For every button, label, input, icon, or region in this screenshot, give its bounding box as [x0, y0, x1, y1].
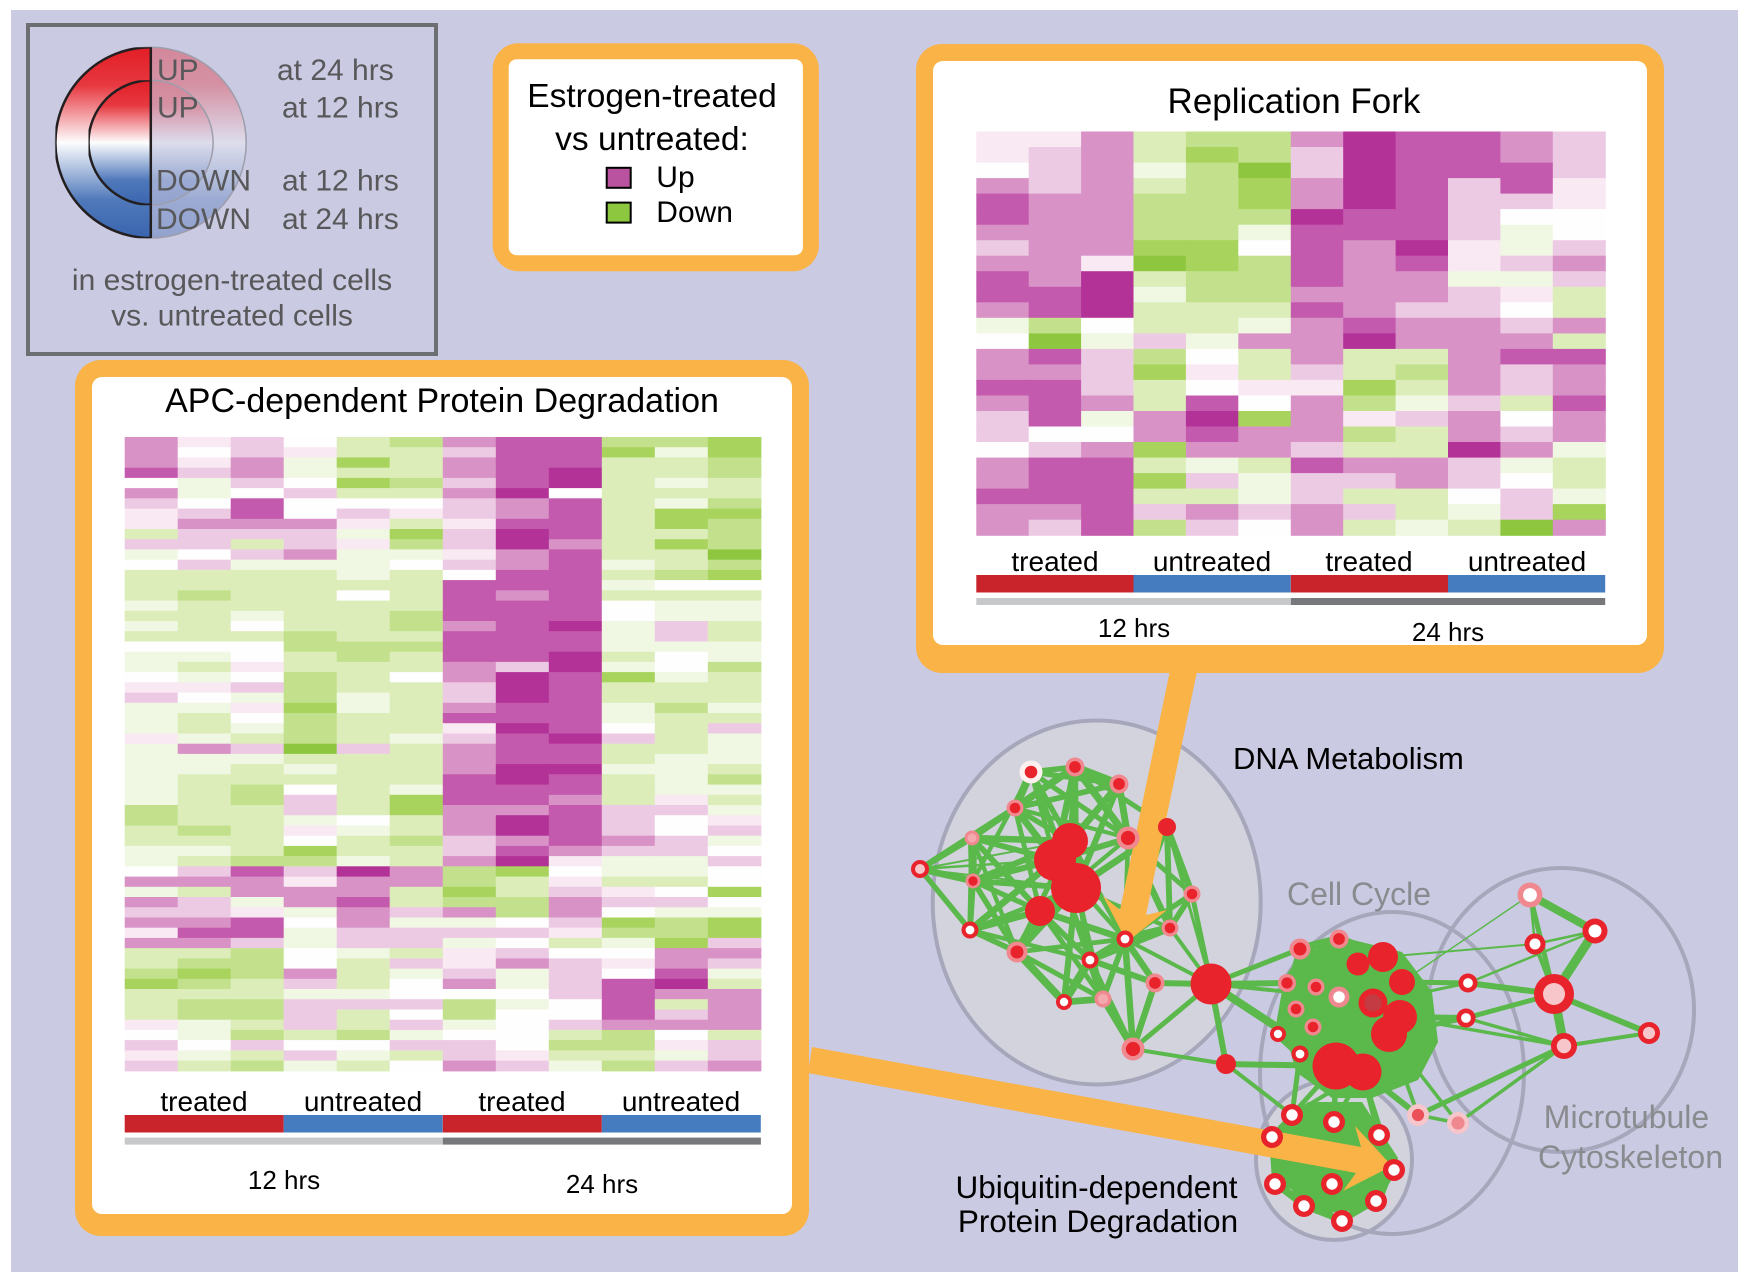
svg-text:at 24 hrs: at 24 hrs — [282, 203, 399, 236]
svg-text:12 hrs: 12 hrs — [1098, 613, 1170, 643]
svg-text:treated: treated — [478, 1086, 565, 1117]
svg-text:untreated: untreated — [304, 1086, 422, 1117]
svg-text:UP: UP — [157, 92, 199, 125]
svg-text:treated: treated — [1325, 546, 1412, 577]
svg-text:treated: treated — [160, 1086, 247, 1117]
svg-text:Cell Cycle: Cell Cycle — [1287, 876, 1431, 912]
svg-text:UP: UP — [157, 54, 199, 87]
svg-text:Up: Up — [656, 161, 694, 194]
svg-text:Cytoskeleton: Cytoskeleton — [1538, 1139, 1723, 1175]
svg-text:24 hrs: 24 hrs — [566, 1169, 638, 1199]
svg-text:DOWN: DOWN — [156, 203, 251, 236]
svg-text:APC-dependent Protein Degradat: APC-dependent Protein Degradation — [165, 382, 719, 420]
svg-text:at 24 hrs: at 24 hrs — [277, 54, 394, 87]
svg-text:at 12 hrs: at 12 hrs — [282, 92, 399, 125]
svg-text:Microtubule: Microtubule — [1544, 1099, 1709, 1135]
svg-text:in estrogen-treated cells: in estrogen-treated cells — [72, 264, 392, 297]
svg-text:vs. untreated cells: vs. untreated cells — [111, 300, 353, 333]
svg-text:DNA Metabolism: DNA Metabolism — [1233, 741, 1464, 776]
svg-text:24 hrs: 24 hrs — [1412, 617, 1484, 647]
svg-text:Protein Degradation: Protein Degradation — [958, 1203, 1238, 1239]
svg-text:untreated: untreated — [1153, 546, 1271, 577]
svg-text:treated: treated — [1011, 546, 1098, 577]
svg-text:Down: Down — [656, 196, 733, 229]
svg-text:Replication Fork: Replication Fork — [1168, 82, 1421, 121]
svg-text:12 hrs: 12 hrs — [248, 1165, 320, 1195]
svg-text:at 12 hrs: at 12 hrs — [282, 165, 399, 198]
svg-text:Estrogen-treated: Estrogen-treated — [527, 78, 777, 115]
svg-text:DOWN: DOWN — [156, 165, 251, 198]
svg-text:untreated: untreated — [622, 1086, 740, 1117]
svg-text:untreated: untreated — [1468, 546, 1586, 577]
svg-text:Ubiquitin-dependent: Ubiquitin-dependent — [956, 1169, 1238, 1205]
svg-text:vs untreated:: vs untreated: — [555, 121, 749, 158]
